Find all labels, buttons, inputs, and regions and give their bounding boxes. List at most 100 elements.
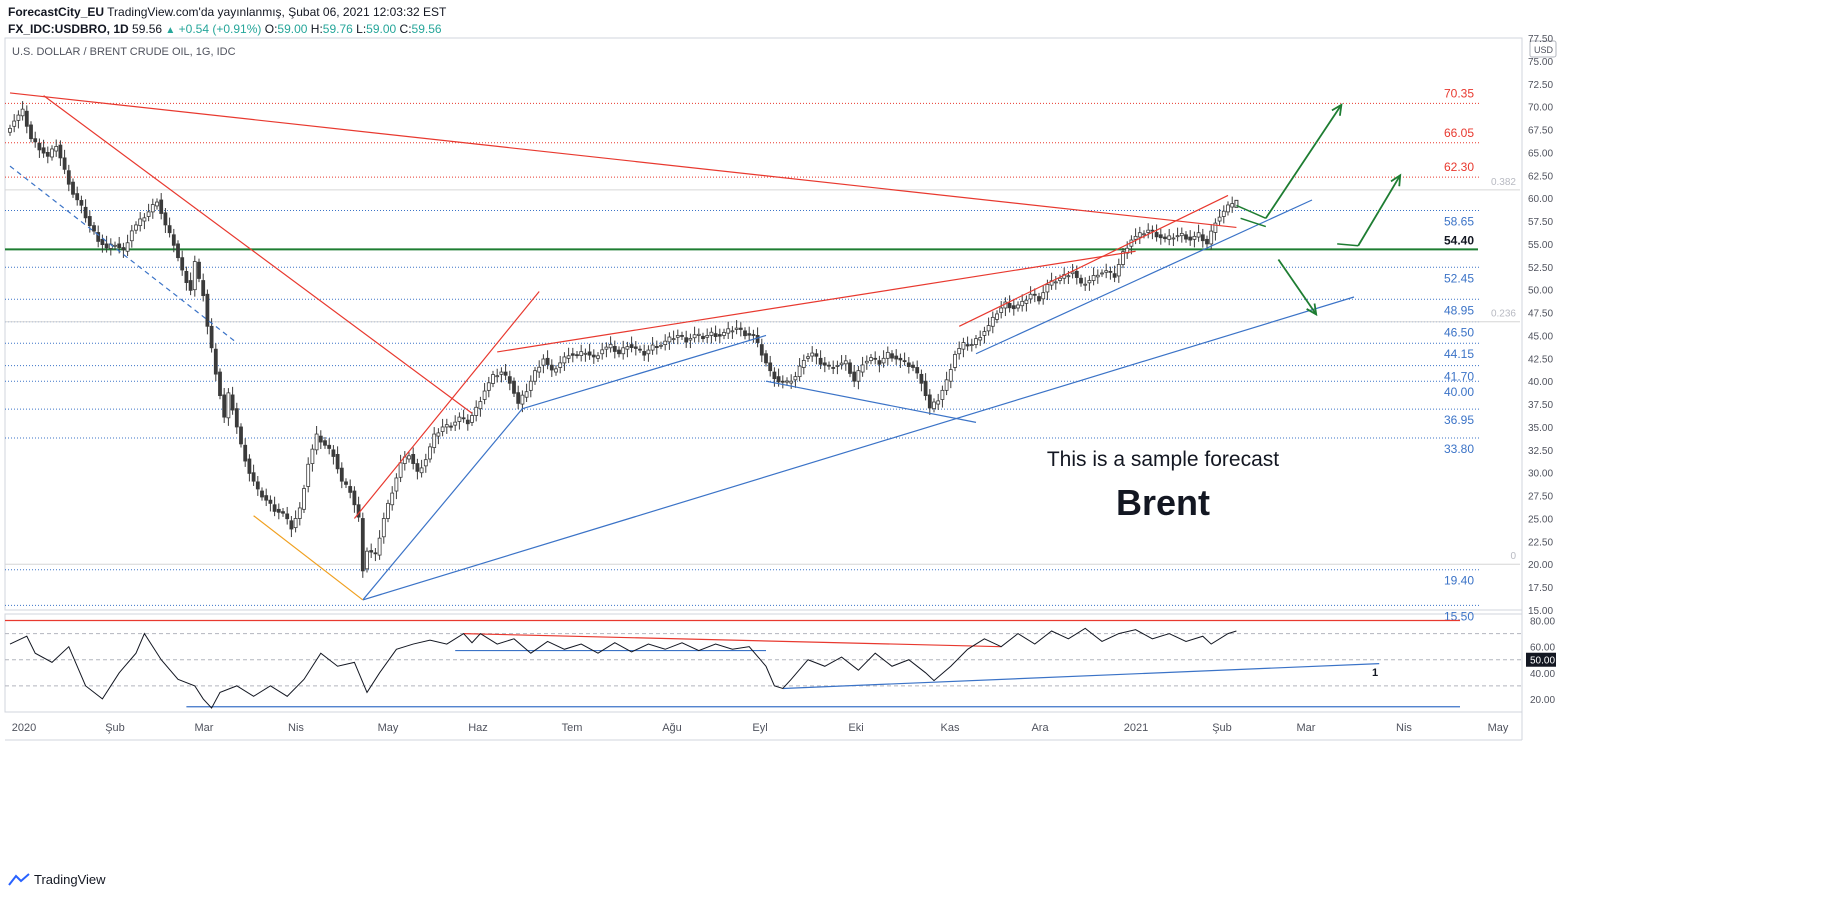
candle-body xyxy=(885,351,890,359)
candle xyxy=(1196,224,1201,242)
candle xyxy=(1163,233,1167,243)
price-change: +0.54 (+0.91%) xyxy=(178,22,262,36)
x-tick-label: Kas xyxy=(941,722,960,734)
candle xyxy=(444,418,449,434)
candle xyxy=(570,347,575,363)
candle xyxy=(898,353,903,368)
blue-rise-line-1 xyxy=(362,408,523,601)
candle-body xyxy=(743,330,747,337)
candle-body xyxy=(125,242,130,252)
candle xyxy=(944,371,949,396)
candle xyxy=(1028,286,1033,304)
candle xyxy=(54,139,59,157)
candle xyxy=(495,368,500,383)
red-rising-wedge-line xyxy=(958,194,1229,327)
candle xyxy=(591,349,596,364)
candle-body xyxy=(528,380,533,391)
candle-body xyxy=(339,467,344,482)
oscillator-value-label: 50.00 xyxy=(1530,656,1555,667)
fib-level-label: 0.382 xyxy=(1491,177,1516,188)
candle xyxy=(1011,299,1016,316)
candle-body xyxy=(1011,305,1016,310)
blue-level-label: 19.40 xyxy=(1444,574,1474,588)
candle-body xyxy=(957,348,962,355)
red-rebound-line xyxy=(353,291,540,519)
candle-body xyxy=(558,362,563,368)
candle-body xyxy=(470,415,474,423)
high-value: 59.76 xyxy=(322,22,353,36)
candle-body xyxy=(306,463,311,487)
orange-decline-line xyxy=(253,515,364,601)
candle-body xyxy=(222,394,227,418)
candle-body xyxy=(1188,236,1193,241)
candle-body xyxy=(419,467,424,474)
y-tick-label: 67.50 xyxy=(1528,126,1553,137)
candle-body xyxy=(982,331,987,336)
candle-body xyxy=(197,261,201,279)
candle xyxy=(352,486,357,513)
candle xyxy=(856,365,861,390)
candle xyxy=(726,321,731,340)
candle-body xyxy=(54,146,59,152)
candle-body xyxy=(234,408,239,428)
candle-body xyxy=(848,362,852,374)
candle-body xyxy=(1200,234,1205,242)
symbol-name[interactable]: FX_IDC:USDBRO, 1D xyxy=(8,22,129,36)
y-tick-label: 62.50 xyxy=(1528,171,1553,182)
x-tick-label: Mar xyxy=(1297,722,1316,734)
x-tick-label: Haz xyxy=(468,722,488,734)
candle xyxy=(810,346,815,362)
candle xyxy=(906,357,911,374)
candle-body xyxy=(978,337,983,341)
candle-body xyxy=(793,376,798,381)
red-downtrend-line xyxy=(43,95,473,414)
candle xyxy=(79,195,84,214)
candle-body xyxy=(642,351,647,356)
candle xyxy=(428,443,432,463)
oscillator-tick-label: 60.00 xyxy=(1530,643,1555,654)
candle xyxy=(209,318,214,353)
candle xyxy=(524,383,529,402)
candle xyxy=(1200,228,1205,248)
candle-body xyxy=(797,365,802,378)
candle xyxy=(835,360,840,375)
candle xyxy=(743,327,747,340)
y-tick-label: 27.50 xyxy=(1528,492,1553,503)
key-level-label: 54.40 xyxy=(1444,233,1474,247)
blue-lower-line xyxy=(765,380,977,423)
candle xyxy=(1095,269,1100,284)
candle xyxy=(1188,230,1193,246)
candle xyxy=(625,341,630,358)
red-upper-channel-line xyxy=(497,250,1136,353)
y-tick-label: 32.50 xyxy=(1528,446,1553,457)
candle-body xyxy=(1108,270,1113,273)
candle-body xyxy=(1192,235,1197,240)
candle-body xyxy=(667,336,672,343)
publisher-name[interactable]: ForecastCity_EU xyxy=(8,5,105,19)
candle xyxy=(213,343,218,382)
candle xyxy=(218,368,222,400)
candle-body xyxy=(474,406,479,416)
candle-body xyxy=(432,433,437,448)
candle-body xyxy=(1104,270,1109,273)
candle xyxy=(701,332,705,343)
red-level-label: 66.05 xyxy=(1444,126,1474,140)
candle-body xyxy=(1221,210,1226,217)
candle-body xyxy=(545,357,550,365)
candle-body xyxy=(780,380,785,383)
y-tick-label: 77.50 xyxy=(1528,34,1553,45)
candle-body xyxy=(659,344,663,347)
y-tick-label: 37.50 xyxy=(1528,400,1553,411)
candle-body xyxy=(554,368,558,373)
candle-body xyxy=(919,373,924,384)
footer-brand[interactable]: TradingView xyxy=(34,872,106,887)
candle xyxy=(457,412,462,430)
candle xyxy=(801,354,806,375)
oscillator-value-box xyxy=(1526,652,1556,667)
chart-area[interactable]: U.S. DOLLAR / BRENT CRUDE OIL, 1G, IDC US… xyxy=(0,0,1828,870)
candle xyxy=(66,164,71,192)
y-tick-label: 60.00 xyxy=(1528,194,1553,205)
candle xyxy=(806,353,810,362)
candle-body xyxy=(936,400,941,405)
candle xyxy=(360,512,365,578)
